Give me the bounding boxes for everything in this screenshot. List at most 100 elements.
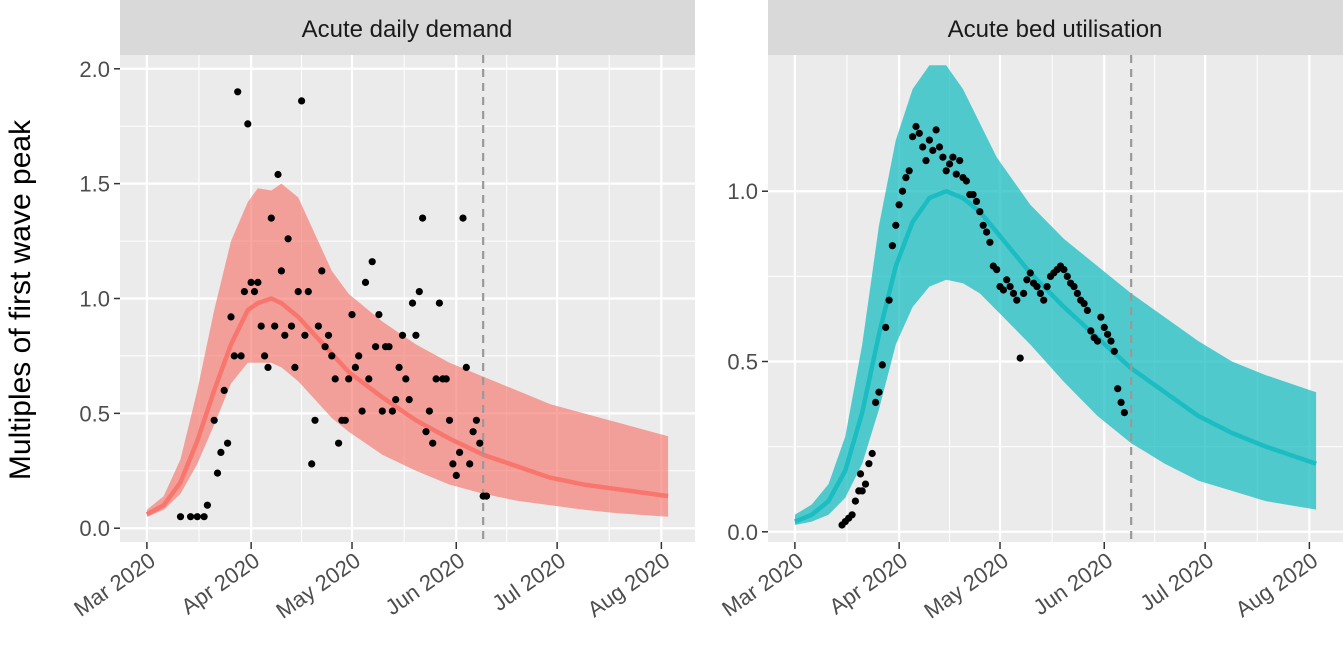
data-point bbox=[261, 352, 269, 360]
data-point bbox=[318, 267, 326, 275]
data-point bbox=[419, 214, 427, 222]
data-point bbox=[1043, 283, 1051, 291]
data-point bbox=[882, 323, 890, 331]
data-point bbox=[213, 469, 222, 477]
data-point bbox=[287, 322, 296, 330]
uncertainty-band bbox=[146, 183, 669, 517]
data-point bbox=[230, 352, 238, 360]
data-point bbox=[1097, 313, 1105, 321]
data-point bbox=[885, 296, 893, 304]
data-point bbox=[425, 407, 433, 415]
panel-demand: Acute daily demand 0.0 0.5 1.0 1.5 2.0 Mar 20… bbox=[69, 0, 695, 624]
data-point bbox=[250, 288, 259, 296]
data-point bbox=[405, 396, 413, 404]
data-point bbox=[402, 375, 410, 383]
data-point bbox=[1006, 283, 1014, 291]
data-point bbox=[1070, 283, 1078, 291]
data-point bbox=[348, 311, 356, 319]
data-point bbox=[865, 460, 873, 468]
central-estimate-line bbox=[794, 188, 1317, 524]
data-point bbox=[1100, 323, 1108, 331]
data-point bbox=[187, 513, 195, 521]
y-tick-label: 1.0 bbox=[79, 287, 110, 312]
x-tick-label: Jun 2020 bbox=[1029, 548, 1117, 620]
data-point bbox=[284, 235, 292, 243]
data-point bbox=[925, 136, 934, 144]
data-point bbox=[935, 143, 944, 151]
data-point bbox=[361, 278, 370, 286]
data-point bbox=[1104, 330, 1112, 338]
data-point bbox=[304, 288, 312, 296]
x-tick-label: Jul 2020 bbox=[1136, 548, 1218, 616]
data-point bbox=[956, 157, 964, 165]
data-point bbox=[999, 286, 1008, 294]
x-tick-label: Apr 2020 bbox=[825, 548, 912, 620]
data-point bbox=[1003, 276, 1011, 284]
x-tick-label: Mar 2020 bbox=[69, 548, 159, 622]
data-point bbox=[358, 407, 366, 415]
data-point bbox=[247, 278, 255, 286]
data-point bbox=[368, 258, 376, 266]
data-point bbox=[986, 238, 994, 246]
y-tick-label: 1.5 bbox=[79, 172, 110, 197]
x-tick-label: Jul 2020 bbox=[488, 548, 570, 616]
data-point bbox=[311, 416, 319, 424]
data-point bbox=[351, 363, 359, 371]
data-point bbox=[1060, 266, 1068, 274]
data-point bbox=[422, 428, 430, 436]
data-point bbox=[257, 322, 265, 330]
data-point bbox=[949, 153, 957, 161]
data-point bbox=[372, 343, 380, 351]
x-tick-label: May 2020 bbox=[271, 548, 364, 624]
y-tick-label: 0.5 bbox=[79, 401, 110, 426]
data-point bbox=[979, 221, 987, 229]
data-point bbox=[385, 343, 393, 351]
data-point bbox=[294, 288, 302, 296]
data-point bbox=[898, 187, 907, 195]
data-point bbox=[429, 439, 437, 447]
data-point bbox=[858, 487, 866, 495]
data-point bbox=[392, 396, 400, 404]
data-point bbox=[378, 407, 386, 415]
data-point bbox=[1023, 276, 1031, 284]
data-point bbox=[281, 331, 289, 339]
data-point bbox=[442, 375, 450, 383]
panel-title: Acute daily demand bbox=[302, 16, 513, 43]
data-point bbox=[321, 343, 329, 351]
data-point bbox=[872, 398, 880, 406]
data-point bbox=[271, 322, 279, 330]
data-point bbox=[1073, 289, 1081, 297]
data-point bbox=[878, 361, 886, 369]
data-point bbox=[445, 416, 454, 424]
central-estimate-line bbox=[145, 296, 669, 517]
data-point bbox=[902, 174, 910, 182]
panel-strip bbox=[120, 0, 695, 55]
data-point bbox=[1080, 300, 1088, 308]
data-point bbox=[328, 352, 336, 360]
data-point bbox=[469, 428, 477, 436]
data-point bbox=[227, 313, 235, 321]
data-point bbox=[919, 143, 927, 151]
data-point bbox=[905, 167, 913, 175]
data-point bbox=[375, 311, 383, 319]
data-point bbox=[237, 352, 245, 360]
data-point bbox=[220, 386, 228, 394]
data-point bbox=[969, 191, 977, 199]
data-point bbox=[462, 363, 470, 371]
data-point bbox=[415, 288, 423, 296]
data-point bbox=[466, 460, 474, 468]
data-point bbox=[314, 322, 322, 330]
x-tick-label: Mar 2020 bbox=[717, 548, 807, 622]
data-point bbox=[476, 439, 484, 447]
data-point bbox=[456, 448, 464, 456]
data-point bbox=[324, 331, 333, 339]
data-point bbox=[1107, 337, 1115, 345]
data-point bbox=[176, 513, 185, 521]
data-point bbox=[993, 266, 1001, 274]
uncertainty-band bbox=[794, 65, 1317, 525]
data-point bbox=[976, 208, 984, 216]
y-tick-label: 0.5 bbox=[727, 350, 758, 375]
data-point bbox=[224, 439, 232, 447]
